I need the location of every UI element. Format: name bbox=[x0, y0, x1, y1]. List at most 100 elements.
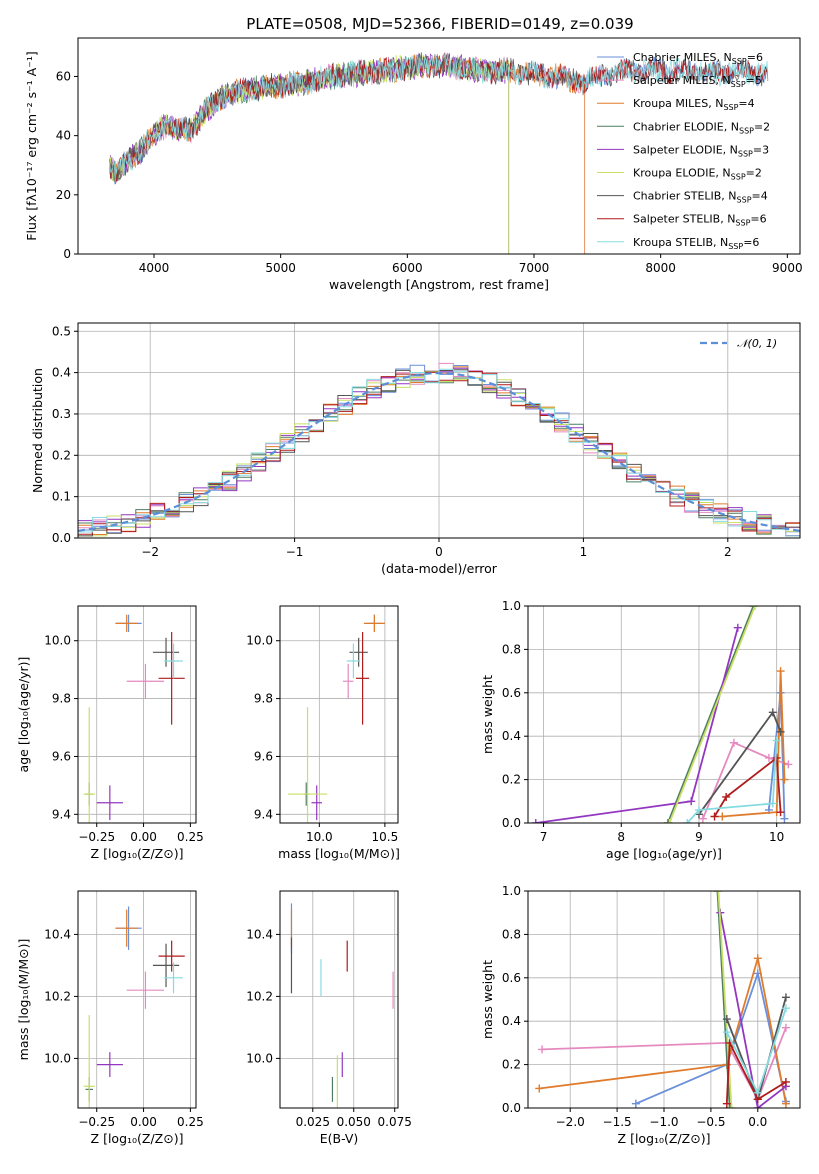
y-tick-label: 40 bbox=[56, 129, 71, 143]
series-marker bbox=[535, 1084, 544, 1093]
weight-vs-Z-series bbox=[535, 891, 790, 1108]
age-vs-mass-points bbox=[287, 614, 385, 823]
x-axis-label: mass [log₁₀(M/M⊙)] bbox=[278, 846, 400, 861]
y-tick-label: 9.6 bbox=[254, 749, 273, 763]
weight-vs-age-frame bbox=[527, 605, 801, 824]
series-marker bbox=[781, 1023, 790, 1032]
y-tick-label: 10.4 bbox=[246, 927, 273, 941]
y-tick-label: 0.4 bbox=[52, 366, 71, 380]
y-tick-label: 0 bbox=[63, 247, 71, 261]
x-tick-label: −0.25 bbox=[78, 830, 115, 844]
series-marker bbox=[727, 1104, 736, 1108]
y-tick-label: 10.0 bbox=[44, 1051, 71, 1065]
series-marker bbox=[768, 799, 777, 808]
mass-vs-Z-points bbox=[83, 906, 185, 1108]
legend-entry: Salpeter MILES, NSSP=5 bbox=[633, 74, 762, 89]
y-tick-label: 10.0 bbox=[246, 634, 273, 648]
legend-entry: Salpeter STELIB, NSSP=6 bbox=[633, 213, 767, 228]
y-axis-label: mass weight bbox=[480, 960, 495, 1039]
y-tick-label: 9.4 bbox=[254, 807, 273, 821]
y-tick-label: 0.1 bbox=[52, 490, 71, 504]
series-marker bbox=[631, 1099, 640, 1108]
series-marker bbox=[722, 1028, 731, 1037]
legend-entry: Chabrier STELIB, NSSP=4 bbox=[633, 190, 768, 205]
y-axis-label: Normed distribution bbox=[30, 368, 45, 493]
y-axis-label: mass weight bbox=[480, 675, 495, 754]
series-marker bbox=[665, 819, 674, 823]
x-tick-label: 0.025 bbox=[296, 1115, 330, 1129]
y-tick-label: 10.2 bbox=[44, 989, 71, 1003]
x-tick-label: 0.25 bbox=[177, 1115, 204, 1129]
series-marker bbox=[683, 819, 692, 823]
series-marker bbox=[776, 727, 785, 736]
x-tick-label: 7000 bbox=[519, 261, 550, 275]
legend-entry: Salpeter ELODIE, NSSP=3 bbox=[633, 143, 769, 158]
x-tick-label: 10.0 bbox=[306, 830, 333, 844]
y-tick-label: 0.2 bbox=[52, 448, 71, 462]
series-salpeter-stelib bbox=[725, 1039, 787, 1104]
y-tick-label: 0.5 bbox=[52, 324, 71, 338]
series-marker bbox=[776, 667, 785, 676]
series-marker bbox=[781, 993, 790, 1002]
x-tick-label: −2.0 bbox=[556, 1115, 585, 1129]
series-kroupa-elodie bbox=[717, 891, 733, 1108]
y-tick-label: 0.8 bbox=[502, 642, 521, 656]
y-tick-label: 0.0 bbox=[502, 816, 521, 830]
series-marker bbox=[733, 623, 742, 632]
series-marker bbox=[698, 814, 707, 823]
mass-vs-EBV-axes: 0.025 0.050 0.075 10.0 10.2 10.4 E(B-V) bbox=[246, 891, 412, 1146]
series-marker bbox=[713, 891, 722, 895]
x-tick-label: 4000 bbox=[139, 261, 170, 275]
legend-entry: Chabrier MILES, NSSP=6 bbox=[633, 51, 763, 66]
x-tick-label: 0.00 bbox=[130, 830, 157, 844]
series-marker bbox=[722, 792, 731, 801]
mass-vs-Z-axes: −0.25 0.00 0.25 10.0 10.2 10.4 Z [log₁₀(Z/Z⊙)]… bbox=[16, 891, 204, 1146]
x-tick-label: 0.25 bbox=[177, 830, 204, 844]
series-marker bbox=[687, 797, 696, 806]
series-marker bbox=[729, 738, 738, 747]
y-axis-label: mass [log₁₀(M/M⊙)] bbox=[16, 939, 31, 1061]
x-tick-label: 0.0 bbox=[748, 1115, 767, 1129]
series-marker bbox=[694, 805, 703, 814]
residuals-frame bbox=[77, 322, 801, 539]
y-tick-label: 10.0 bbox=[246, 1051, 273, 1065]
series-salpeter-elodie bbox=[719, 912, 787, 1108]
spectrum-axes: 4000 5000 6000 7000 8000 9000 0 20 40 60 wavelengt… bbox=[24, 51, 803, 292]
series-marker bbox=[722, 1015, 731, 1024]
series-marker bbox=[772, 736, 781, 745]
series-marker bbox=[710, 812, 719, 821]
residuals-axes: −2 −1 0 1 2 0.0 0.1 0.2 0.3 0.4 0.5 (data-model)/er… bbox=[30, 323, 800, 576]
y-axis-label: age [log₁₀(age/yr)] bbox=[16, 657, 31, 773]
series-marker bbox=[768, 708, 777, 717]
spectrum-salpeter-elodie bbox=[109, 53, 510, 254]
y-tick-label: 0.8 bbox=[502, 927, 521, 941]
y-tick-label: 9.6 bbox=[52, 749, 71, 763]
series-marker bbox=[750, 606, 759, 610]
series-marker bbox=[764, 753, 773, 762]
y-tick-label: 20 bbox=[56, 188, 71, 202]
series-kroupa-stelib bbox=[686, 740, 778, 823]
normal-reference-curve bbox=[78, 371, 800, 532]
x-axis-label: Z [log₁₀(Z/Z⊙)] bbox=[91, 846, 184, 861]
y-tick-label: 9.8 bbox=[52, 692, 71, 706]
y-tick-label: 0.0 bbox=[502, 1101, 521, 1115]
series-marker bbox=[776, 808, 785, 817]
x-tick-label: 10.5 bbox=[372, 830, 399, 844]
series-chabrier-miles bbox=[635, 970, 787, 1105]
x-tick-label: 7 bbox=[540, 830, 548, 844]
y-tick-label: 0.4 bbox=[502, 1014, 521, 1028]
mass-vs-Z-frame bbox=[77, 890, 197, 1109]
x-tick-label: 0 bbox=[435, 545, 443, 559]
series-marker bbox=[780, 814, 789, 823]
x-axis-label: E(B-V) bbox=[320, 1131, 359, 1146]
age-vs-Z-points bbox=[83, 614, 185, 823]
weight-vs-age-series bbox=[531, 606, 793, 823]
y-tick-label: 10.2 bbox=[246, 989, 273, 1003]
y-tick-label: 0.0 bbox=[52, 531, 71, 545]
spectrum-kroupa-miles bbox=[109, 54, 586, 254]
y-tick-label: 9.4 bbox=[52, 807, 71, 821]
spectrum-lines bbox=[109, 52, 769, 254]
y-tick-label: 0.2 bbox=[502, 773, 521, 787]
series-marker bbox=[753, 1088, 762, 1097]
legend-entry: Kroupa MILES, NSSP=4 bbox=[633, 97, 755, 112]
